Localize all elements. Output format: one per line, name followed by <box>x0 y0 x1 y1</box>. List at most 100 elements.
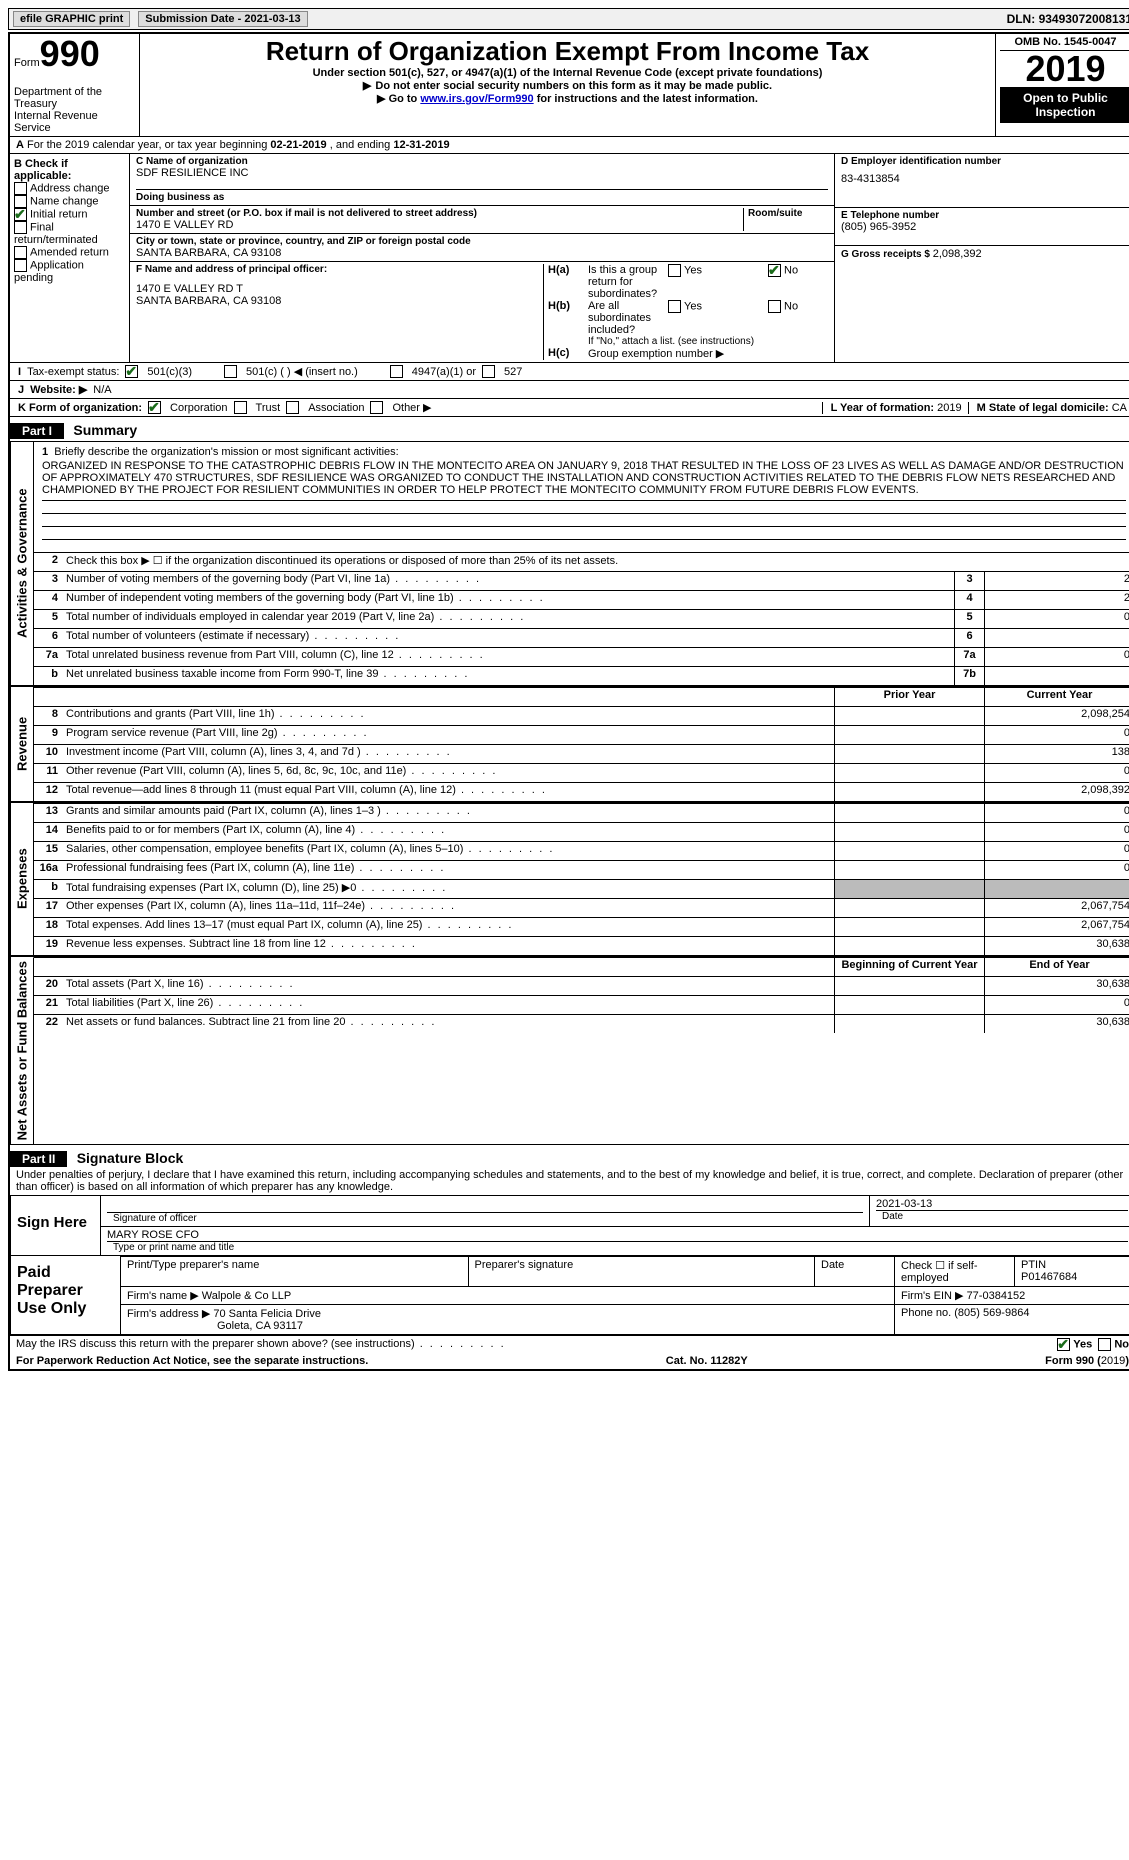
open-to-public: Open to Public Inspection <box>1000 87 1129 123</box>
summary-line: 13Grants and similar amounts paid (Part … <box>34 803 1129 822</box>
website-value: N/A <box>93 384 111 396</box>
state-domicile: CA <box>1112 402 1127 414</box>
form-subtitle: Under section 501(c), 527, or 4947(a)(1)… <box>144 67 991 79</box>
warn-link-row: ▶ Go to www.irs.gov/Form990 for instruct… <box>144 92 991 105</box>
section-vlabel: Expenses <box>11 803 34 955</box>
sign-here-grid: Sign Here Signature of officer 2021-03-1… <box>10 1195 1129 1256</box>
chk-501c[interactable] <box>224 365 237 378</box>
col-c-org-info: C Name of organization SDF RESILIENCE IN… <box>130 154 835 362</box>
irs-label: Internal Revenue Service <box>14 110 135 134</box>
summary-line: 16aProfessional fundraising fees (Part I… <box>34 860 1129 879</box>
summary-line: 7aTotal unrelated business revenue from … <box>34 647 1129 666</box>
chk-4947[interactable] <box>390 365 403 378</box>
org-name: SDF RESILIENCE INC <box>136 167 828 179</box>
submission-date-button[interactable]: Submission Date - 2021-03-13 <box>138 11 307 27</box>
form-foot-label: Form 990 (2019) <box>1045 1355 1129 1367</box>
city-state-zip: SANTA BARBARA, CA 93108 <box>136 247 828 259</box>
summary-line: 22Net assets or fund balances. Subtract … <box>34 1014 1129 1033</box>
prep-sig-hdr: Preparer's signature <box>468 1256 815 1286</box>
chk-527[interactable] <box>482 365 495 378</box>
chk-amended-return[interactable] <box>14 246 27 259</box>
summary-line: bTotal fundraising expenses (Part IX, co… <box>34 879 1129 898</box>
section-vlabel: Revenue <box>11 687 34 801</box>
summary-line: 9Program service revenue (Part VIII, lin… <box>34 725 1129 744</box>
summary-line: 17Other expenses (Part IX, column (A), l… <box>34 898 1129 917</box>
chk-final-return[interactable] <box>14 221 27 234</box>
summary-line: 20Total assets (Part X, line 16)30,638 <box>34 976 1129 995</box>
top-toolbar: efile GRAPHIC print Submission Date - 20… <box>8 8 1129 30</box>
cat-no: Cat. No. 11282Y <box>666 1355 748 1367</box>
warn-ssn: Do not enter social security numbers on … <box>144 79 991 92</box>
form-of-org-row: K Form of organization: Corporation Trus… <box>10 398 1129 417</box>
phone-cell: E Telephone number (805) 965-3952 <box>835 208 1129 246</box>
website-row: J Website: ▶ N/A <box>10 380 1129 398</box>
officer-name: MARY ROSE CFO <box>107 1229 1128 1242</box>
prep-name-hdr: Print/Type preparer's name <box>121 1256 468 1286</box>
firm-phone-cell: Phone no. (805) 569-9864 <box>894 1304 1129 1334</box>
chk-other[interactable] <box>370 401 383 414</box>
part2-badge: Part II <box>10 1151 67 1167</box>
row-a-tax-year: A For the 2019 calendar year, or tax yea… <box>10 137 1129 154</box>
ein-cell: D Employer identification number 83-4313… <box>835 154 1129 208</box>
title-cell: Return of Organization Exempt From Incom… <box>140 34 995 136</box>
firm-addr-cell: Firm's address ▶ 70 Santa Felicia DriveG… <box>121 1304 894 1334</box>
signature-block: Under penalties of perjury, I declare th… <box>10 1167 1129 1353</box>
chk-ha-no[interactable] <box>768 264 781 277</box>
org-name-cell: C Name of organization SDF RESILIENCE IN… <box>130 154 834 206</box>
ein-value: 83-4313854 <box>841 173 1129 185</box>
entity-grid: B Check if applicable: Address change Na… <box>10 154 1129 362</box>
section-vlabel: Activities & Governance <box>11 442 34 685</box>
summary-line: 14Benefits paid to or for members (Part … <box>34 822 1129 841</box>
prep-date-hdr: Date <box>814 1256 894 1286</box>
col-d-right: D Employer identification number 83-4313… <box>835 154 1129 362</box>
summary-line: 12Total revenue—add lines 8 through 11 (… <box>34 782 1129 801</box>
chk-initial-return[interactable] <box>14 208 27 221</box>
chk-discuss-yes[interactable] <box>1057 1338 1070 1351</box>
chk-application-pending[interactable] <box>14 259 27 272</box>
irs-discuss-row: May the IRS discuss this return with the… <box>10 1335 1129 1353</box>
chk-501c3[interactable] <box>125 365 138 378</box>
form-header: Form990 Department of the Treasury Inter… <box>10 34 1129 137</box>
part2-title: Signature Block <box>77 1150 184 1166</box>
chk-hb-yes[interactable] <box>668 300 681 313</box>
summary-table: Activities & Governance1 Briefly describ… <box>10 441 1129 1145</box>
dln-label: DLN: 93493072008131 <box>1007 12 1129 26</box>
gross-receipts-value: 2,098,392 <box>933 248 982 260</box>
summary-line: 18Total expenses. Add lines 13–17 (must … <box>34 917 1129 936</box>
chk-ha-yes[interactable] <box>668 264 681 277</box>
col-b-checkboxes: B Check if applicable: Address change Na… <box>10 154 130 362</box>
summary-line: 21Total liabilities (Part X, line 26)0 <box>34 995 1129 1014</box>
efile-button[interactable]: efile GRAPHIC print <box>13 11 130 27</box>
part1-header-row: Part I Summary <box>10 417 1129 439</box>
form-number: 990 <box>40 33 100 74</box>
perjury-declaration: Under penalties of perjury, I declare th… <box>10 1167 1129 1195</box>
paid-preparer-grid: Paid Preparer Use Only Print/Type prepar… <box>10 1256 1129 1335</box>
part1-badge: Part I <box>10 423 64 439</box>
summary-line: 4Number of independent voting members of… <box>34 590 1129 609</box>
part1-title: Summary <box>73 422 137 438</box>
city-cell: City or town, state or province, country… <box>130 234 834 262</box>
summary-line: 10Investment income (Part VIII, column (… <box>34 744 1129 763</box>
sig-officer-sublabel: Signature of officer <box>107 1213 863 1224</box>
omb-year-cell: OMB No. 1545-0047 2019 Open to Public In… <box>995 34 1129 136</box>
irs-link[interactable]: www.irs.gov/Form990 <box>420 93 533 105</box>
dept-treasury: Department of the Treasury <box>14 86 135 110</box>
summary-line: bNet unrelated business taxable income f… <box>34 666 1129 685</box>
firm-ein-cell: Firm's EIN ▶ 77-0384152 <box>894 1286 1129 1304</box>
chk-discuss-no[interactable] <box>1098 1338 1111 1351</box>
summary-line: 11Other revenue (Part VIII, column (A), … <box>34 763 1129 782</box>
paid-preparer-label: Paid Preparer Use Only <box>11 1256 121 1334</box>
chk-address-change[interactable] <box>14 182 27 195</box>
firm-name-cell: Firm's name ▶ Walpole & Co LLP <box>121 1286 894 1304</box>
form-container: Form990 Department of the Treasury Inter… <box>8 32 1129 1371</box>
pra-notice: For Paperwork Reduction Act Notice, see … <box>16 1355 368 1367</box>
chk-association[interactable] <box>286 401 299 414</box>
chk-hb-no[interactable] <box>768 300 781 313</box>
chk-trust[interactable] <box>234 401 247 414</box>
h-section: H(a)Is this a group return for subordina… <box>543 264 828 360</box>
chk-corporation[interactable] <box>148 401 161 414</box>
summary-line: 19Revenue less expenses. Subtract line 1… <box>34 936 1129 955</box>
form-footer: For Paperwork Reduction Act Notice, see … <box>10 1353 1129 1369</box>
sig-date: 2021-03-13 <box>876 1198 1128 1211</box>
summary-line: 6Total number of volunteers (estimate if… <box>34 628 1129 647</box>
